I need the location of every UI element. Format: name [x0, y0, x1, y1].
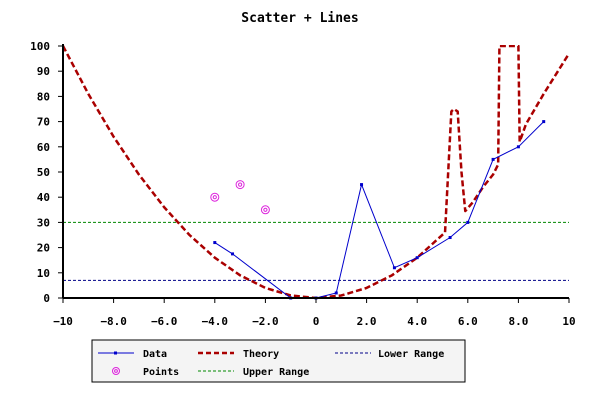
y-tick-label: 30 — [37, 216, 50, 229]
data-point — [334, 291, 338, 295]
data-point — [213, 241, 217, 245]
y-tick-label: 100 — [30, 40, 50, 53]
x-tick-label: 2.0 — [357, 315, 377, 328]
data-point — [491, 157, 495, 161]
y-tick-label: 60 — [37, 141, 50, 154]
x-tick-label: −8.0 — [100, 315, 127, 328]
x-tick-label: −6.0 — [151, 315, 178, 328]
scatter-point — [235, 180, 245, 190]
y-tick-label: 20 — [37, 242, 50, 255]
data-point — [516, 145, 520, 149]
data-point — [415, 256, 419, 260]
legend-label-points: Points — [143, 366, 179, 378]
scatter-point-inner — [263, 207, 268, 212]
scatter-point — [210, 192, 220, 202]
legend-label-upper-range: Upper Range — [243, 367, 309, 378]
data-point — [392, 266, 396, 270]
x-tick-label: −10 — [53, 315, 73, 328]
data-point — [360, 183, 364, 187]
y-tick-label: 70 — [37, 116, 50, 129]
legend-box — [91, 339, 466, 383]
x-tick-label: 0 — [313, 315, 320, 328]
legend-label-lower-range: Lower Range — [378, 349, 444, 360]
data-point — [542, 120, 546, 124]
x-tick-label: 10 — [562, 315, 575, 328]
legend-points-marker-outer — [112, 367, 120, 375]
legend-label-data: Data — [143, 349, 167, 360]
x-tick-label: 8.0 — [508, 315, 528, 328]
x-tick-label: −4.0 — [202, 315, 229, 328]
y-tick-label: 40 — [37, 191, 50, 204]
y-tick-label: 10 — [37, 267, 50, 280]
data-point — [448, 236, 452, 240]
y-tick-label: 80 — [37, 90, 50, 103]
scatter-point-inner — [212, 195, 217, 200]
x-tick-label: 4.0 — [407, 315, 427, 328]
legend-data-marker — [114, 351, 117, 355]
scatter-point-inner — [238, 182, 243, 187]
data-point — [231, 252, 235, 256]
legend-points-marker-inner — [114, 369, 118, 373]
y-tick-label: 0 — [43, 292, 50, 305]
y-tick-label: 90 — [37, 65, 50, 78]
legend-label-theory: Theory — [243, 349, 279, 360]
data-point — [466, 220, 470, 224]
legend: Data Theory Lower Range Points Upper Ran… — [91, 339, 466, 383]
theory-line — [63, 45, 569, 298]
scatter-point — [260, 205, 270, 215]
chart-title: Scatter + Lines — [241, 11, 358, 26]
x-tick-label: 6.0 — [458, 315, 478, 328]
x-tick-label: −2.0 — [252, 315, 279, 328]
y-tick-label: 50 — [37, 166, 50, 179]
